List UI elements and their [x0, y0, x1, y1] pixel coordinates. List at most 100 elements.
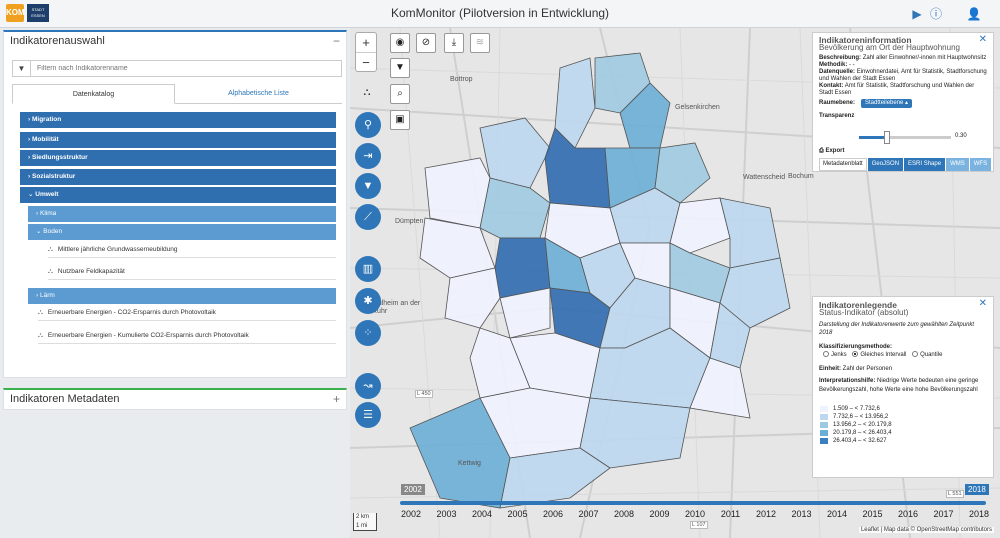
- stadt-essen-logo: STADT ESSEN: [27, 4, 49, 22]
- radio-jenks[interactable]: [823, 351, 829, 358]
- tab-datenkatalog[interactable]: Datenkatalog: [12, 84, 175, 104]
- bar-chart-icon[interactable]: ▥: [355, 256, 381, 282]
- scatter-plot-icon[interactable]: ⁘: [355, 320, 381, 346]
- tree-icon: ⛬: [38, 309, 43, 316]
- timeline-year-label[interactable]: 2018: [968, 509, 990, 519]
- timeline-year-label[interactable]: 2005: [507, 509, 528, 519]
- timeline-slider[interactable]: 2002 2003 2004 2005 2006 2007 2008 2009 2010 2011…: [400, 497, 994, 527]
- timeline-year-label[interactable]: 2017: [933, 509, 954, 519]
- subcategory-label: Boden: [43, 228, 63, 235]
- legend-description: Darstellung der Indikatorenwerte zum gew…: [819, 322, 975, 336]
- top-bar: KOM STADT ESSEN KomMonitor (Pilotversion…: [0, 0, 1000, 28]
- category-mobilitaet[interactable]: › Mobilität: [20, 132, 336, 148]
- close-icon[interactable]: ✕: [978, 298, 987, 309]
- map-label: Kettwig: [458, 460, 481, 467]
- category-migration[interactable]: › Migration: [20, 112, 336, 128]
- block-icon[interactable]: ⊘: [416, 33, 436, 53]
- catalog-tabs: Datenkatalog Alphabetische Liste: [12, 84, 342, 104]
- category-siedlungsstruktur[interactable]: › Siedlungsstruktur: [20, 150, 336, 166]
- timeline-year-label[interactable]: 2009: [649, 509, 670, 519]
- timeline-year-label[interactable]: 2006: [542, 509, 564, 519]
- route-icon[interactable]: ↝: [355, 373, 381, 399]
- search-icon[interactable]: ⌕: [390, 84, 410, 104]
- expand-button[interactable]: +: [332, 392, 340, 406]
- filter-icon: ▼: [13, 61, 31, 76]
- globe-icon[interactable]: ◉: [390, 33, 410, 53]
- slider-fill: [859, 136, 887, 139]
- timeline-year-label[interactable]: 2012: [755, 509, 777, 519]
- timeline-year-label[interactable]: 2004: [471, 509, 493, 519]
- line-chart-icon[interactable]: ⟋: [355, 204, 381, 230]
- timeline-year-label[interactable]: 2015: [862, 509, 883, 519]
- download-icon[interactable]: ⤓: [444, 33, 464, 53]
- timeline-year-label[interactable]: 2007: [578, 509, 599, 519]
- tab-alphabetische-liste[interactable]: Alphabetische Liste: [228, 90, 289, 97]
- layers-icon[interactable]: ≋: [470, 33, 490, 53]
- map-svg: [350, 28, 1000, 538]
- legend-class-label: 13.956,2 – < 20.179,8: [833, 422, 892, 428]
- indicator-item[interactable]: ⛬ Mittlere jährliche Grundwasserneubildun…: [48, 242, 336, 258]
- raumebene-dropdown[interactable]: Stadtteilebene ▴: [861, 99, 913, 108]
- legend-class-item: 20.179,8 – < 26.403,4: [819, 429, 987, 437]
- category-label: Migration: [31, 116, 62, 123]
- funnel-icon[interactable]: ▼: [355, 173, 381, 199]
- map-label: Wattenscheid: [743, 174, 786, 181]
- export-metadatenblatt-button[interactable]: Metadatenblatt: [819, 158, 867, 171]
- transparenz-label: Transparenz: [819, 113, 855, 119]
- legend-class-item: 1.509 – < 7.732,6: [819, 405, 987, 413]
- slider-handle[interactable]: [883, 131, 890, 144]
- timeline-year-label[interactable]: 2003: [436, 509, 457, 519]
- indicator-item[interactable]: ⛬ Erneuerbare Energien - CO2-Ersparnis du…: [38, 305, 336, 321]
- export-wms-button[interactable]: WMS: [946, 158, 969, 171]
- subcategory-boden[interactable]: ⌄ Boden: [28, 224, 336, 240]
- close-icon[interactable]: ✕: [978, 34, 987, 45]
- legend-swatch: [819, 437, 829, 445]
- category-sozialstruktur[interactable]: › Sozialstruktur: [20, 169, 336, 185]
- map-scale: 2 km 1 mi: [353, 513, 377, 531]
- radio-quantile[interactable]: [912, 351, 919, 358]
- filter-icon[interactable]: ▼: [390, 58, 410, 78]
- user-settings-icon[interactable]: 👤: [966, 7, 982, 21]
- map-label: Mülheim an der Ruhr: [372, 300, 421, 315]
- legend-class-item: 26.403,4 – < 32.627: [819, 437, 987, 445]
- map-label: Gelsenkirchen: [675, 104, 720, 111]
- radar-chart-icon[interactable]: ✱: [355, 288, 381, 314]
- radio-gleiches-intervall[interactable]: [852, 351, 859, 358]
- timeline-year-label[interactable]: 2002: [400, 509, 422, 519]
- play-icon[interactable]: ▶: [912, 7, 922, 21]
- indicator-metadata-panel[interactable]: Indikatoren Metadaten +: [3, 388, 347, 410]
- info-description: Beschreibung: Zahl aller Einwohner/-inne…: [819, 55, 987, 61]
- export-geojson-button[interactable]: GeoJSON: [867, 158, 904, 171]
- indicator-item[interactable]: ⛬ Erneuerbare Energien - Kumulierte CO2-E…: [38, 328, 336, 344]
- timeline-year-label[interactable]: 2016: [897, 509, 919, 519]
- location-pin-icon[interactable]: ⚲: [355, 112, 381, 138]
- category-umwelt[interactable]: ⌄ Umwelt: [20, 187, 336, 203]
- zoom-in-button[interactable]: +: [356, 33, 376, 53]
- export-esri-shape-button[interactable]: ESRI Shape: [904, 158, 946, 171]
- hierarchy-icon[interactable]: ⛬: [363, 87, 371, 98]
- info-icon[interactable]: ⓘ: [929, 7, 942, 21]
- timeline-year-label[interactable]: 2014: [826, 509, 848, 519]
- sliders-icon[interactable]: ☰: [355, 402, 381, 428]
- timeline-year-label[interactable]: 2011: [720, 509, 741, 519]
- import-icon[interactable]: ⇥: [355, 143, 381, 169]
- collapse-button[interactable]: −: [332, 34, 340, 48]
- subcategory-laerm[interactable]: › Lärm: [28, 288, 336, 304]
- transparency-value: 0.30: [955, 133, 967, 139]
- legend-class-label: 1.509 – < 7.732,6: [833, 406, 880, 412]
- indicator-label: Erneuerbare Energien - Kumulierte CO2-Er…: [47, 332, 249, 339]
- export-wfs-button[interactable]: WFS: [969, 158, 992, 171]
- map-label: Bochum: [788, 173, 814, 180]
- timeline-year-label[interactable]: 2013: [791, 509, 812, 519]
- map-label: Bottrop: [450, 76, 473, 83]
- frame-icon[interactable]: ▣: [390, 110, 410, 130]
- transparency-slider[interactable]: [859, 131, 951, 144]
- timeline-year-label[interactable]: 2008: [613, 509, 635, 519]
- indicator-item[interactable]: ⛬ Nutzbare Feldkapazität: [48, 264, 336, 280]
- indicator-filter-input[interactable]: [31, 61, 341, 76]
- timeline-track[interactable]: [400, 501, 986, 505]
- zoom-out-button[interactable]: −: [362, 55, 370, 70]
- timeline-year-label[interactable]: 2010: [684, 509, 706, 519]
- subcategory-klima[interactable]: › Klima: [28, 206, 336, 222]
- map-attribution: Leaflet | Map data © OpenStreetMap contr…: [858, 527, 994, 533]
